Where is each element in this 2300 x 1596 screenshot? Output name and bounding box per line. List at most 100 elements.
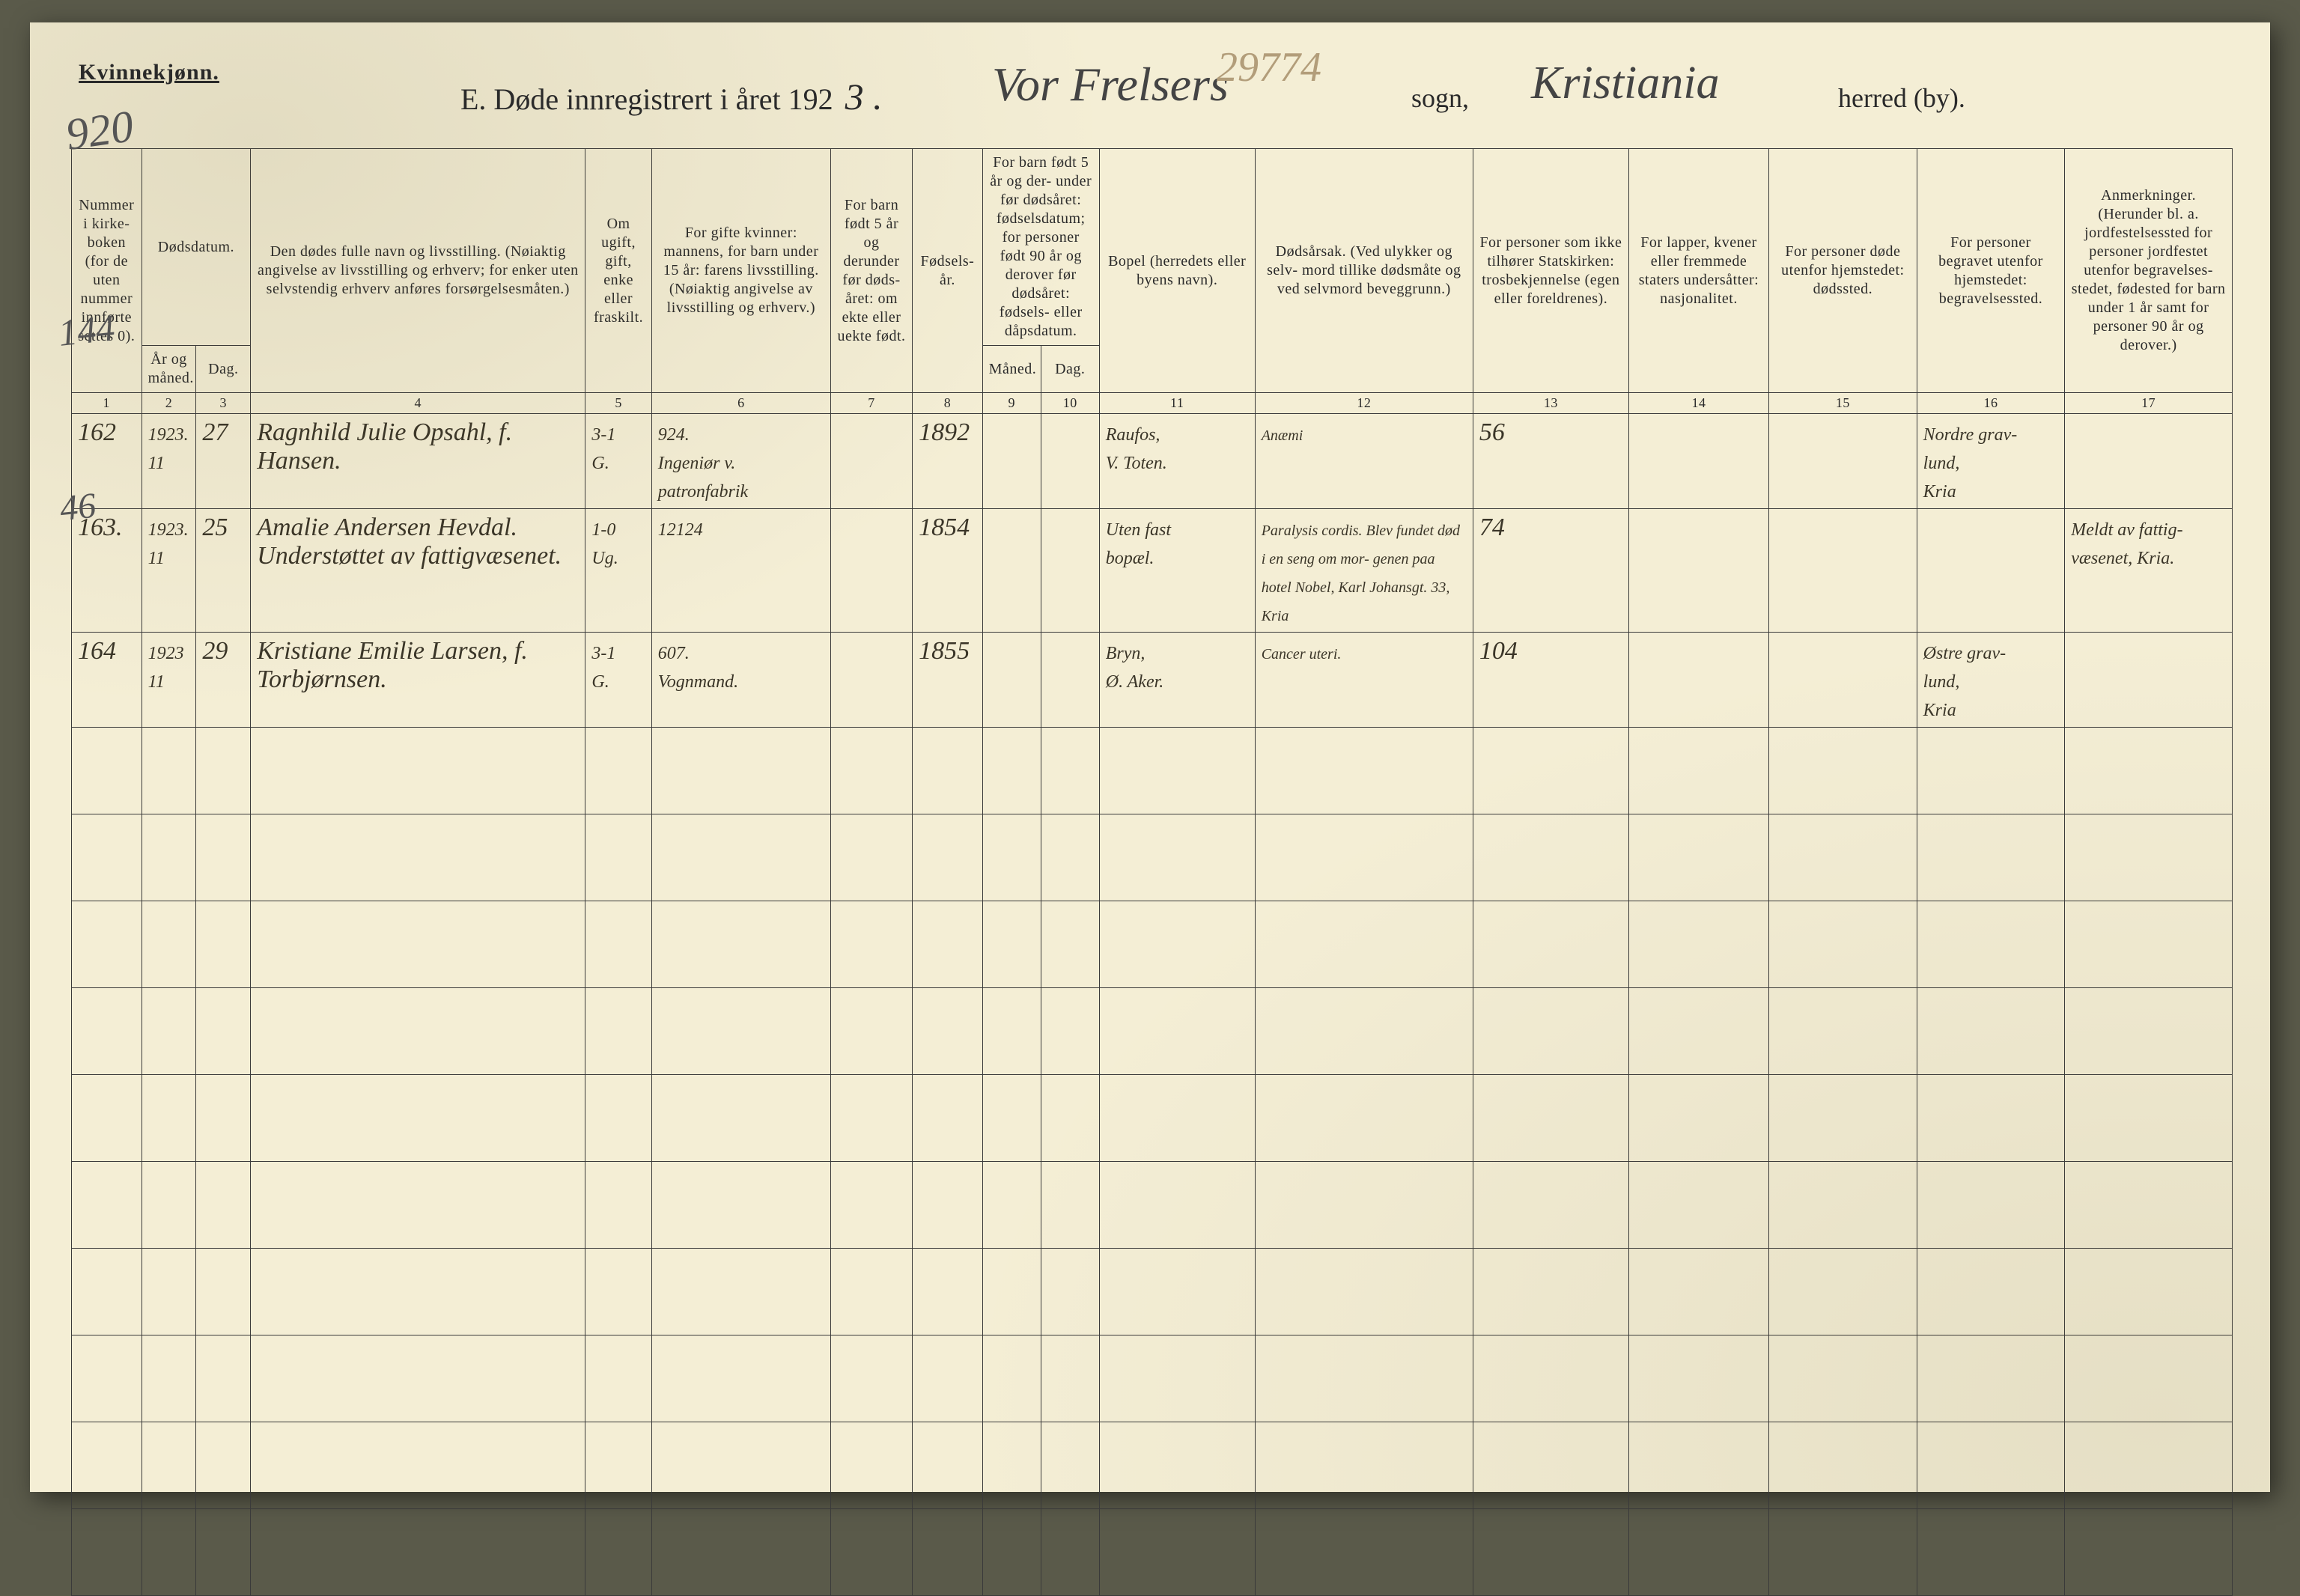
cell-spouse-text: 607. Vognmand. bbox=[658, 644, 738, 692]
cell-ekte bbox=[830, 509, 912, 633]
cell-remarks bbox=[2065, 633, 2233, 728]
cell-empty bbox=[1769, 814, 1917, 901]
cell-empty bbox=[251, 901, 585, 988]
cell-empty bbox=[1041, 988, 1099, 1075]
cell-empty bbox=[1099, 901, 1255, 988]
cell-spouse-text: 12124 bbox=[658, 520, 703, 540]
cell-empty bbox=[1473, 1335, 1628, 1422]
cell-empty bbox=[651, 988, 830, 1075]
cell-empty bbox=[251, 1162, 585, 1249]
cell-empty bbox=[72, 1162, 142, 1249]
cell-nationality bbox=[1628, 509, 1768, 633]
cell-empty bbox=[1628, 1162, 1768, 1249]
cell-empty bbox=[72, 1075, 142, 1162]
cell-num: 164 bbox=[72, 633, 142, 728]
cell-empty bbox=[1473, 1162, 1628, 1249]
cell-empty bbox=[72, 1335, 142, 1422]
cell-nationality bbox=[1628, 414, 1768, 509]
cell-empty bbox=[1255, 901, 1473, 988]
cell-empty bbox=[2065, 728, 2233, 814]
cell-empty bbox=[72, 814, 142, 901]
col-number: 14 bbox=[1628, 393, 1768, 414]
cell-empty bbox=[1041, 901, 1099, 988]
cell-empty bbox=[982, 1249, 1041, 1335]
cell-burial: Nordre grav- lund, Kria bbox=[1917, 414, 2065, 509]
cell-empty bbox=[1628, 728, 1768, 814]
cell-empty bbox=[913, 988, 983, 1075]
cell-status-text: 3-1 G. bbox=[591, 425, 615, 473]
cell-empty bbox=[1917, 988, 2065, 1075]
cell-cause: Anæmi bbox=[1255, 414, 1473, 509]
col-header: For personer som ikke tilhører Statskirk… bbox=[1473, 149, 1628, 393]
cell-day: 27 bbox=[196, 414, 251, 509]
cell-year-month-text: 1923. 11 bbox=[148, 425, 189, 473]
cell-empty bbox=[2065, 1075, 2233, 1162]
cell-empty bbox=[830, 901, 912, 988]
cell-bopel: Bryn, Ø. Aker. bbox=[1099, 633, 1255, 728]
cell-empty bbox=[251, 728, 585, 814]
cell-faith: 56 bbox=[1473, 414, 1628, 509]
cell-num-text: 162 bbox=[78, 418, 116, 446]
cell-bopel-text: Raufos, V. Toten. bbox=[1106, 425, 1167, 473]
cell-faith: 104 bbox=[1473, 633, 1628, 728]
cell-empty bbox=[142, 1509, 196, 1596]
col-number: 10 bbox=[1041, 393, 1099, 414]
col-header: Fødsels- år. bbox=[913, 149, 983, 393]
cell-empty bbox=[651, 1162, 830, 1249]
cell-empty bbox=[913, 1162, 983, 1249]
table-row-empty bbox=[72, 901, 2233, 988]
cell-empty bbox=[1917, 1335, 2065, 1422]
cell-cause-text: Cancer uteri. bbox=[1262, 646, 1342, 663]
cell-empty bbox=[142, 1422, 196, 1509]
cell-empty bbox=[1099, 1249, 1255, 1335]
cell-faith-text: 104 bbox=[1479, 637, 1518, 665]
cell-empty bbox=[1473, 901, 1628, 988]
cell-empty bbox=[1628, 1335, 1768, 1422]
cell-empty bbox=[585, 728, 651, 814]
cell-empty bbox=[142, 1075, 196, 1162]
cell-empty bbox=[651, 1335, 830, 1422]
title-year-fill: 3 . bbox=[841, 75, 883, 118]
cell-empty bbox=[1917, 1075, 2065, 1162]
cell-empty bbox=[1099, 1422, 1255, 1509]
cell-cause-text: Anæmi bbox=[1262, 427, 1303, 444]
cell-empty bbox=[142, 814, 196, 901]
col-header: Bopel (herredets eller byens navn). bbox=[1099, 149, 1255, 393]
cell-empty bbox=[913, 1422, 983, 1509]
col-number: 1 bbox=[72, 393, 142, 414]
cell-empty bbox=[982, 901, 1041, 988]
cell-empty bbox=[982, 1422, 1041, 1509]
cell-empty bbox=[1917, 814, 2065, 901]
cell-empty bbox=[830, 1075, 912, 1162]
cell-empty bbox=[830, 1162, 912, 1249]
table-row: 163.1923. 1125Amalie Andersen Hevdal. Un… bbox=[72, 509, 2233, 633]
cell-death-place bbox=[1769, 414, 1917, 509]
col-header: For gifte kvinner: mannens, for barn und… bbox=[651, 149, 830, 393]
cell-death-place bbox=[1769, 509, 1917, 633]
cell-empty bbox=[585, 1162, 651, 1249]
page-header: Kvinnekjønn. E. Døde innregistrert i åre… bbox=[71, 60, 2233, 127]
cell-cause-text: Paralysis cordis. Blev fundet død i en s… bbox=[1262, 523, 1460, 624]
cell-empty bbox=[1099, 988, 1255, 1075]
cell-empty bbox=[1255, 814, 1473, 901]
col-number: 9 bbox=[982, 393, 1041, 414]
cell-empty bbox=[251, 1422, 585, 1509]
cell-empty bbox=[196, 814, 251, 901]
cell-empty bbox=[585, 1249, 651, 1335]
cell-empty bbox=[1769, 901, 1917, 988]
cell-empty bbox=[196, 1075, 251, 1162]
cell-empty bbox=[2065, 1335, 2233, 1422]
cell-empty bbox=[1769, 1335, 1917, 1422]
cell-nationality bbox=[1628, 633, 1768, 728]
cell-empty bbox=[72, 1422, 142, 1509]
cell-empty bbox=[251, 1509, 585, 1596]
col-subheader: Måned. bbox=[982, 346, 1041, 393]
cell-empty bbox=[830, 1249, 912, 1335]
cell-empty bbox=[1099, 1075, 1255, 1162]
herred-label: herred (by). bbox=[1838, 82, 1965, 114]
cell-empty bbox=[72, 728, 142, 814]
cell-empty bbox=[72, 901, 142, 988]
cell-empty bbox=[72, 1509, 142, 1596]
cell-empty bbox=[142, 1335, 196, 1422]
col-header: Dødsårsak. (Ved ulykker og selv- mord ti… bbox=[1255, 149, 1473, 393]
